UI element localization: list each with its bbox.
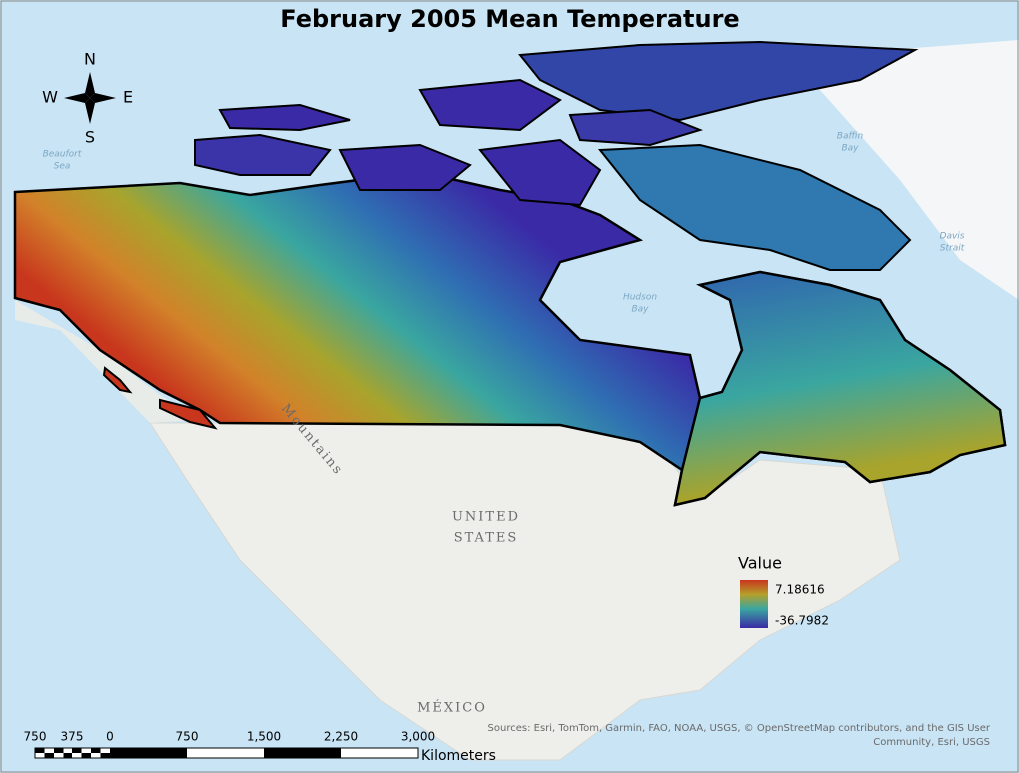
compass-point [85,98,95,124]
place-label: UNITED [452,510,520,525]
haida-gwaii [102,366,133,394]
compass-point [64,93,90,103]
scale-segment [35,753,45,758]
scale-tick-label: 1,500 [247,730,281,744]
scale-unit: Kilometers [421,748,496,764]
island [194,133,332,176]
scale-bar: Kilometers 750 375 0 750 1,500 2,250 3,000 [24,730,496,765]
scale-segment [54,748,64,753]
scale-segment [91,748,101,753]
scale-segment [72,753,82,758]
scale-segment [44,748,54,753]
scale-outline [34,747,419,759]
scale-segment [110,748,187,758]
scale-segment [35,748,45,753]
compass-w: W [42,88,58,107]
legend-max: 7.18616 [775,583,825,597]
scale-segment [81,753,91,758]
scale-tick-label: 375 [61,730,84,744]
place-label: STATES [454,531,519,546]
compass-s: S [85,128,95,147]
island [518,40,919,122]
scale-segment [264,748,341,758]
scale-tick-label: 3,000 [401,730,435,744]
legend-min: -36.7982 [775,614,829,628]
island [418,78,562,132]
legend: Value 7.18616 -36.7982 [738,554,829,628]
attribution: Sources: Esri, TomTom, Garmin, FAO, NOAA… [488,723,991,734]
scale-segment [63,748,72,753]
place-label: Bay [841,144,859,154]
scale-segment [100,748,110,753]
scale-segment [63,753,72,758]
island [478,138,602,207]
compass-e: E [123,88,133,107]
island [218,103,351,132]
compass-point [85,72,95,98]
greenland [760,40,1019,300]
scale-segment [44,753,54,758]
place-label: MÉXICO [417,700,487,716]
compass-point [90,93,116,103]
scale-tick-label: 2,250 [324,730,358,744]
island [568,108,704,147]
scale-segment [187,748,264,758]
place-label: Bay [631,305,649,315]
scale-segment [81,748,91,753]
scale-segment [341,748,418,758]
place-label: Sea [54,162,71,172]
scale-segment [72,748,82,753]
scale-tick-label: 750 [176,730,199,744]
place-label: Hudson [623,293,657,303]
baffin-island [597,143,912,271]
place-label: Strait [940,244,965,254]
scale-tick-label: 750 [24,730,47,744]
legend-title: Value [738,554,782,573]
alaska-coast [15,300,200,423]
north-arrow: N E S W [42,50,133,147]
island [338,143,472,191]
place-label: Baffin [837,132,864,142]
compass-n: N [84,50,96,69]
scale-segment [91,753,101,758]
place-label: Davis [940,232,965,242]
place-label: Beaufort [43,150,82,160]
scale-segment [100,753,110,758]
map-title: February 2005 Mean Temperature [280,5,739,33]
legend-ramp [740,580,768,628]
attribution: Community, Esri, USGS [873,737,990,748]
scale-tick-label: 0 [106,730,114,744]
scale-segment [54,753,64,758]
quebec-labrador [673,270,1007,507]
arctic-islands [194,40,919,271]
vancouver-island [159,398,218,430]
united-states [149,422,901,761]
